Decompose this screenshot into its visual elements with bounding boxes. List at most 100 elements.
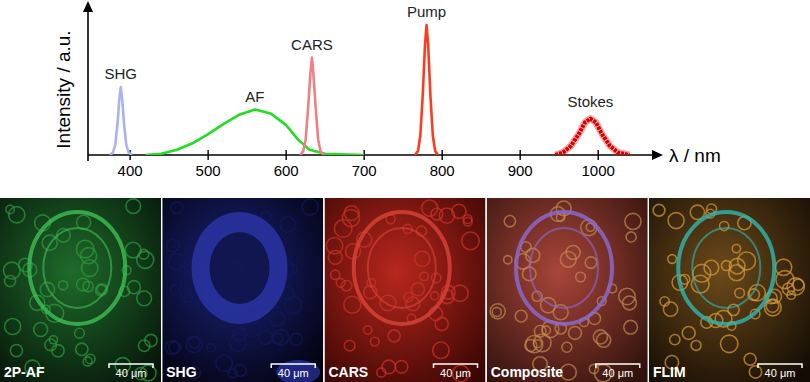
cell-texture: [576, 272, 586, 282]
cell-texture: [83, 281, 93, 291]
cell-texture: [431, 208, 443, 220]
cell-texture: [280, 217, 295, 232]
cell-texture: [744, 353, 756, 365]
cell-texture: [660, 297, 669, 306]
scale-bar-label: 40 μm: [278, 367, 309, 379]
spectrum-curve: [415, 25, 438, 155]
tissue-ring: [516, 212, 612, 324]
panel-label: SHG: [166, 364, 196, 380]
cell-texture: [388, 330, 400, 342]
cell-texture: [344, 340, 355, 351]
tissue-ring: [368, 228, 436, 308]
cell-texture: [720, 335, 737, 352]
cell-texture: [125, 242, 141, 258]
curve-label: CARS: [291, 36, 333, 53]
cell-texture: [625, 213, 641, 229]
cell-texture: [568, 326, 581, 339]
cell-texture: [9, 207, 25, 223]
cell-texture: [526, 336, 543, 353]
x-tick-label: 400: [118, 162, 143, 179]
panel-content: [649, 198, 810, 382]
cell-texture: [462, 232, 480, 250]
cell-texture: [693, 264, 711, 282]
panel-background: [325, 198, 486, 382]
panel-content: [0, 198, 161, 382]
cell-texture: [138, 340, 150, 352]
cell-texture: [382, 360, 396, 374]
cell-texture: [169, 342, 181, 354]
cell-texture: [216, 355, 232, 371]
panel-label: FLIM: [653, 364, 686, 380]
curve-halo: [555, 119, 629, 155]
cell-texture: [344, 206, 359, 221]
panel-content: [487, 198, 648, 382]
cell-texture: [682, 326, 695, 339]
cell-texture: [76, 343, 88, 355]
cell-texture: [171, 202, 183, 214]
cell-texture: [626, 232, 636, 242]
cell-texture: [326, 237, 342, 253]
tissue-ring: [354, 212, 450, 324]
cell-texture: [619, 288, 635, 304]
cell-texture: [560, 251, 576, 267]
tissue-ring: [29, 212, 125, 324]
cell-texture: [463, 215, 472, 224]
cell-texture: [290, 333, 302, 345]
panel-content: [325, 198, 486, 382]
cell-texture: [735, 288, 745, 298]
cell-texture: [380, 295, 396, 311]
cell-texture: [370, 337, 379, 346]
panel-label: Composite: [491, 364, 564, 380]
cell-texture: [302, 199, 318, 215]
curve-label: SHG: [105, 65, 138, 82]
cell-texture: [433, 342, 449, 358]
cell-texture: [344, 296, 361, 313]
cell-texture: [166, 239, 179, 252]
figure: 4005006007008009001000λ / nmIntensity / …: [0, 0, 810, 382]
cell-texture: [415, 251, 430, 266]
cell-texture: [331, 270, 340, 279]
cell-texture: [504, 256, 512, 264]
cell-texture: [270, 311, 285, 326]
cell-texture: [207, 344, 215, 352]
cell-texture: [127, 281, 140, 294]
cell-texture: [75, 328, 85, 338]
cell-texture: [259, 331, 273, 345]
panel-content: [162, 198, 323, 382]
cell-texture: [749, 366, 761, 378]
image-panel: 2P-AF40 μm: [0, 198, 161, 382]
image-panel: Composite40 μm: [487, 198, 648, 382]
cell-texture: [504, 216, 515, 227]
cell-texture: [81, 248, 97, 264]
cell-texture: [597, 333, 611, 347]
scale-bar-label: 40 μm: [765, 367, 796, 379]
scale-bar-label: 40 μm: [440, 367, 471, 379]
cell-texture: [273, 333, 283, 343]
curve-label: Pump: [407, 3, 446, 20]
x-tick-label: 1000: [582, 162, 615, 179]
panel-background: [649, 198, 810, 382]
cell-texture: [5, 318, 21, 334]
x-tick-label: 900: [508, 162, 533, 179]
axes: 4005006007008009001000λ / nmIntensity / …: [53, 1, 721, 179]
cell-texture: [729, 258, 745, 274]
cell-texture: [766, 300, 779, 313]
x-axis-line: [88, 154, 655, 156]
cell-texture: [334, 220, 352, 238]
curves: [110, 25, 630, 155]
panel-label: CARS: [329, 364, 369, 380]
curve-label: Stokes: [567, 93, 613, 110]
cell-texture: [228, 369, 237, 378]
panel-label: 2P-AF: [4, 364, 45, 380]
y-axis-title: Intensity / a.u.: [53, 30, 74, 148]
x-tick-label: 700: [352, 162, 377, 179]
cell-texture: [377, 368, 386, 377]
cell-texture: [233, 328, 246, 341]
cell-texture: [624, 320, 638, 334]
panel-background: [487, 198, 648, 382]
tissue-ring: [678, 212, 774, 324]
cell-texture: [181, 291, 193, 303]
x-tick: [207, 150, 208, 160]
image-panel: SHG 40 μm: [162, 198, 323, 382]
cell-texture: [411, 283, 424, 296]
